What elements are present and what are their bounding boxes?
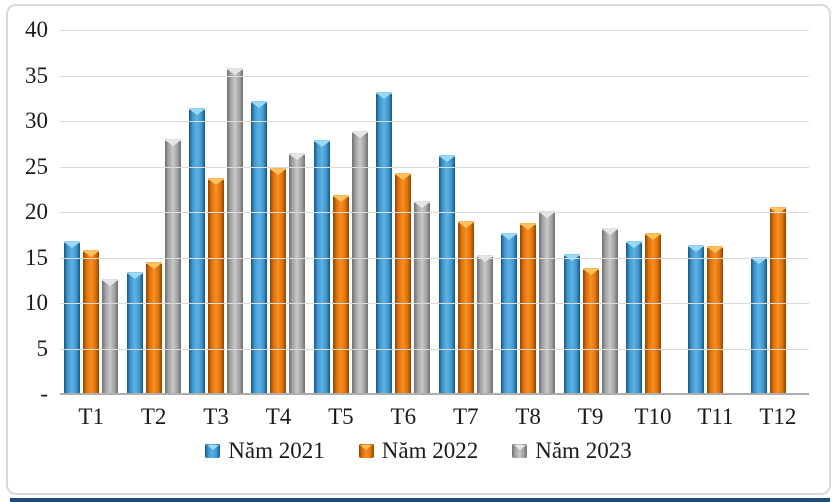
legend-item-năm-2022: Năm 2022	[358, 438, 479, 464]
y-tick-label: 10	[25, 290, 48, 315]
bar-năm-2023-t4	[289, 152, 306, 394]
gridline	[60, 257, 809, 259]
bar-năm-2021-t9	[563, 253, 580, 394]
gridline	[60, 30, 809, 31]
bar-group-t9	[559, 30, 621, 394]
x-tick-label-t7: T7	[452, 404, 479, 429]
bar-năm-2022-t9	[582, 267, 599, 394]
bar-group-t11	[684, 30, 746, 394]
bottom-accent-strip	[10, 498, 830, 502]
bar-năm-2021-t7	[438, 154, 455, 394]
bar-năm-2023-t9	[601, 228, 618, 394]
legend-swatch-icon	[358, 444, 374, 458]
bar-group-t5	[310, 30, 372, 394]
bar-group-t8	[497, 30, 559, 394]
legend-swatch-icon	[512, 444, 528, 458]
bar-năm-2022-t10	[645, 232, 661, 394]
bar-group-t4	[247, 30, 309, 394]
bar-năm-2023-t2	[164, 139, 181, 394]
y-tick-label: 5	[36, 335, 49, 361]
legend: Năm 2021 Năm 2022 Năm 2023	[8, 438, 829, 464]
legend-item-năm-2023: Năm 2023	[512, 438, 632, 464]
y-tick-label: 20	[25, 199, 48, 224]
x-axis-labels: T1 T2 T3 T4 T5 T6 T7 T8 T9 T10 T11 T12	[60, 404, 809, 430]
bar-năm-2023-t1	[102, 279, 119, 394]
bar-năm-2021-t10	[626, 241, 642, 394]
gridline	[60, 348, 809, 350]
legend-swatch-icon	[205, 444, 221, 458]
x-tick-label-t6: T6	[390, 404, 417, 429]
bar-group-t2	[122, 30, 184, 394]
bar-năm-2022-t7	[457, 221, 474, 394]
bar-group-t3	[185, 30, 247, 394]
x-tick-label-t1: T1	[78, 404, 104, 429]
bar-năm-2021-t12	[750, 256, 767, 394]
bar-năm-2023-t5	[351, 131, 368, 394]
bar-groups	[60, 30, 809, 394]
y-tick-label: 25	[25, 153, 48, 179]
bar-năm-2022-t1	[83, 250, 100, 394]
y-tick-label: 35	[25, 62, 48, 88]
bar-năm-2022-t4	[270, 168, 287, 394]
x-tick-label-t10: T10	[634, 404, 672, 429]
bar-group-t10	[622, 30, 684, 394]
bar-năm-2022-t11	[707, 245, 724, 394]
x-tick-label-t9: T9	[577, 404, 604, 429]
bar-group-t1	[60, 30, 122, 394]
x-tick-label-t2: T2	[140, 404, 167, 429]
x-tick-label-t4: T4	[265, 404, 292, 429]
gridline	[60, 75, 809, 77]
bar-năm-2021-t2	[126, 272, 143, 394]
bar-năm-2021-t11	[688, 244, 705, 394]
legend-label: Năm 2023	[535, 438, 632, 463]
chart-frame: T1 T2 T3 T4 T5 T6 T7 T8 T9 T10 T11 T12 40 35 30 25 20 15…	[6, 4, 831, 495]
legend-label: Năm 2021	[228, 438, 325, 463]
gridline	[60, 212, 809, 213]
x-tick-label-t12: T12	[759, 404, 797, 429]
bar-năm-2023-t3	[227, 68, 244, 394]
bar-năm-2023-t6	[414, 201, 431, 394]
bar-năm-2021-t1	[64, 241, 81, 394]
plot-area: T1 T2 T3 T4 T5 T6 T7 T8 T9 T10 T11 T12 40 35 30 25 20 15…	[25, 17, 809, 429]
x-tick-label-t8: T8	[515, 404, 541, 429]
bar-năm-2021-t5	[313, 140, 330, 394]
bar-group-t7	[435, 30, 497, 394]
y-tick-label: 30	[25, 108, 48, 133]
legend-item-năm-2021: Năm 2021	[205, 438, 325, 464]
gridline	[60, 121, 809, 122]
y-tick-label: 40	[25, 17, 48, 42]
bar-năm-2022-t3	[208, 178, 225, 394]
bar-năm-2022-t5	[332, 194, 349, 394]
bar-group-t12	[747, 30, 809, 394]
bar-năm-2021-t3	[189, 108, 206, 394]
bar-năm-2022-t2	[145, 262, 162, 394]
bar-năm-2022-t6	[395, 172, 412, 394]
bar-năm-2021-t4	[251, 100, 268, 394]
x-tick-label-t11: T11	[697, 404, 734, 429]
bar-năm-2021-t8	[501, 232, 518, 394]
x-tick-label-t3: T3	[203, 404, 229, 429]
y-tick-label: 15	[25, 244, 48, 270]
bar-năm-2022-t12	[769, 207, 786, 394]
bar-năm-2022-t8	[520, 222, 537, 394]
x-tick-label-t5: T5	[328, 404, 354, 429]
gridline	[60, 303, 809, 304]
bar-năm-2023-t7	[476, 254, 493, 394]
legend-label: Năm 2022	[381, 438, 479, 463]
x-axis-line	[60, 393, 809, 395]
y-tick-label: -	[40, 381, 48, 406]
gridline	[60, 166, 809, 168]
